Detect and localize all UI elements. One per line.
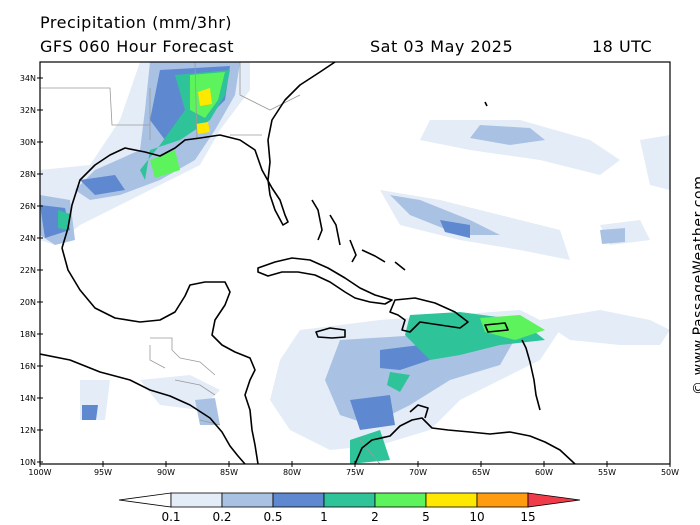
lat-tick-label: 30N xyxy=(20,138,36,147)
colorbar-segment xyxy=(374,492,427,508)
website-credit: © www.PassageWeather.com xyxy=(691,175,700,395)
lat-tick-label: 10N xyxy=(20,458,36,467)
precip-yellow xyxy=(196,88,212,134)
lon-tick-label: 85W xyxy=(220,468,238,477)
lat-tick-label: 22N xyxy=(20,266,36,275)
lat-tick-label: 20N xyxy=(20,298,36,307)
colorbar-label: 0.2 xyxy=(212,510,232,524)
colorbar-low-arrow xyxy=(118,492,172,508)
lon-tick-label: 100W xyxy=(28,468,51,477)
political-borders xyxy=(40,62,381,464)
lon-tick-label: 50W xyxy=(661,468,679,477)
lat-tick-label: 28N xyxy=(20,170,36,179)
lon-tick-label: 90W xyxy=(157,468,175,477)
lat-tick-label: 16N xyxy=(20,362,36,371)
colorbar-high-arrow xyxy=(527,492,581,508)
precipitation-colorbar xyxy=(118,492,581,508)
lat-tick-label: 24N xyxy=(20,234,36,243)
colorbar-label: 0.5 xyxy=(263,510,283,524)
lat-tick-label: 32N xyxy=(20,106,36,115)
colorbar-segment xyxy=(221,492,274,508)
colorbar-label: 15 xyxy=(520,510,536,524)
lon-tick-label: 65W xyxy=(472,468,490,477)
lon-tick-label: 75W xyxy=(346,468,364,477)
lon-tick-label: 60W xyxy=(535,468,553,477)
latitude-axis: 34N 32N 30N 28N 26N 24N 22N 20N 18N 16N 14N 12N 10N xyxy=(20,74,43,467)
forecast-time: 18 UTC xyxy=(592,37,653,56)
colorbar-segment xyxy=(323,492,376,508)
lon-tick-label: 55W xyxy=(598,468,616,477)
colorbar-label: 5 xyxy=(422,510,430,524)
lon-tick-label: 80W xyxy=(283,468,301,477)
coastlines xyxy=(40,62,576,464)
forecast-subtitle: GFS 060 Hour Forecast xyxy=(40,37,235,56)
colorbar-label: 10 xyxy=(469,510,485,524)
colorbar-segment xyxy=(476,492,529,508)
colorbar-segment xyxy=(272,492,325,508)
longitude-axis: 100W 95W 90W 85W 80W 75W 70W 65W 60W 55W 50W xyxy=(28,461,679,477)
colorbar-label: 0.1 xyxy=(161,510,181,524)
lat-tick-label: 18N xyxy=(20,330,36,339)
colorbar-segment xyxy=(425,492,478,508)
forecast-date: Sat 03 May 2025 xyxy=(370,37,514,56)
lon-tick-label: 95W xyxy=(94,468,112,477)
lat-tick-label: 14N xyxy=(20,394,36,403)
colorbar-segment xyxy=(170,492,223,508)
lat-tick-label: 12N xyxy=(20,426,36,435)
map-title: Precipitation (mm/3hr) xyxy=(40,13,233,32)
lon-tick-label: 70W xyxy=(409,468,427,477)
lat-tick-label: 34N xyxy=(20,74,36,83)
lat-tick-label: 26N xyxy=(20,202,36,211)
colorbar-label: 2 xyxy=(371,510,379,524)
colorbar-label: 1 xyxy=(320,510,328,524)
